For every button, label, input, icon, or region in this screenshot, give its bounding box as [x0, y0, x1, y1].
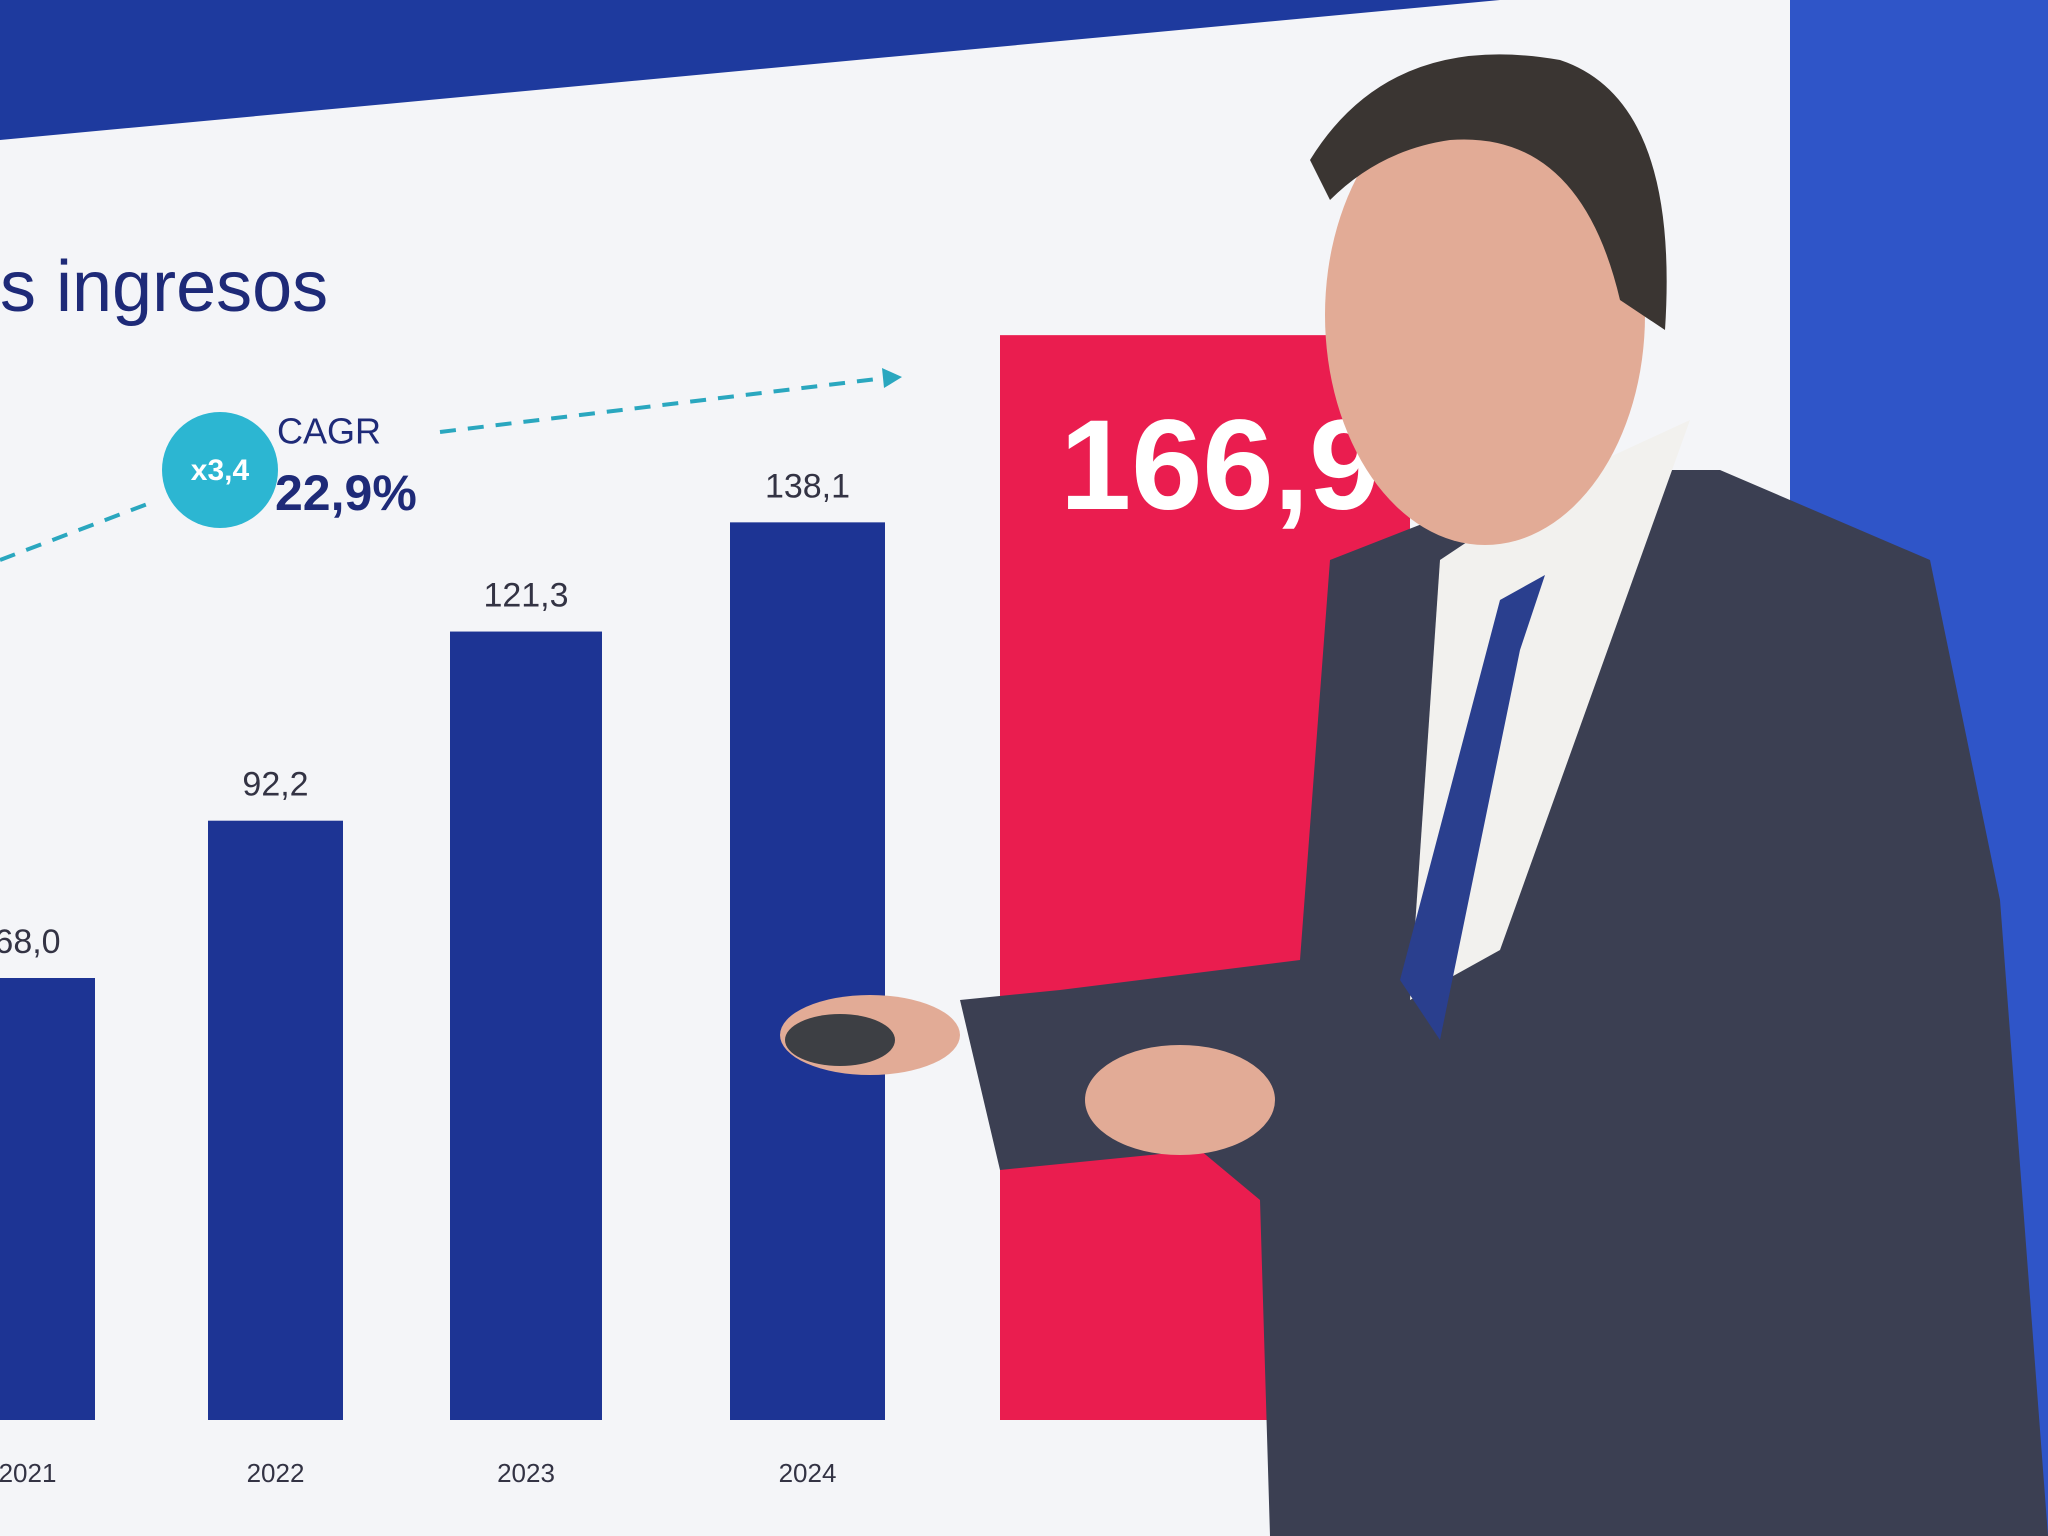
value-label: 121,3: [483, 577, 568, 615]
value-label: 166,9: [1060, 394, 1380, 537]
tie: [1400, 575, 1545, 1040]
value-label: 92,2: [242, 766, 308, 804]
badge: [162, 412, 278, 528]
presenter: [780, 54, 2048, 1536]
annotation-value: 22,9%: [275, 465, 417, 521]
value-label: 68,0: [0, 923, 61, 961]
x-tick-label: 2023: [497, 1458, 555, 1488]
hand: [1085, 1045, 1275, 1155]
bar: [0, 978, 95, 1420]
bar: [208, 820, 343, 1420]
arrow-head: [882, 368, 902, 388]
value-label: 138,1: [765, 467, 850, 505]
x-tick-label: 2021: [0, 1458, 56, 1488]
hair: [1310, 54, 1667, 330]
bar: [450, 631, 602, 1420]
trend-arrow: [439, 376, 886, 434]
chart-title: s ingresos: [0, 247, 328, 327]
shirt: [1410, 420, 1690, 1000]
x-tick-label: 2022: [247, 1458, 305, 1488]
annotation-label: CAGR: [277, 411, 381, 452]
badge-text: x3,4: [191, 454, 250, 487]
slide-header-band: [0, 0, 1500, 140]
suit: [960, 470, 2048, 1536]
clicker: [785, 1014, 895, 1066]
bar: [730, 522, 885, 1420]
head: [1325, 85, 1645, 545]
x-tick-label: 2024: [779, 1458, 837, 1488]
